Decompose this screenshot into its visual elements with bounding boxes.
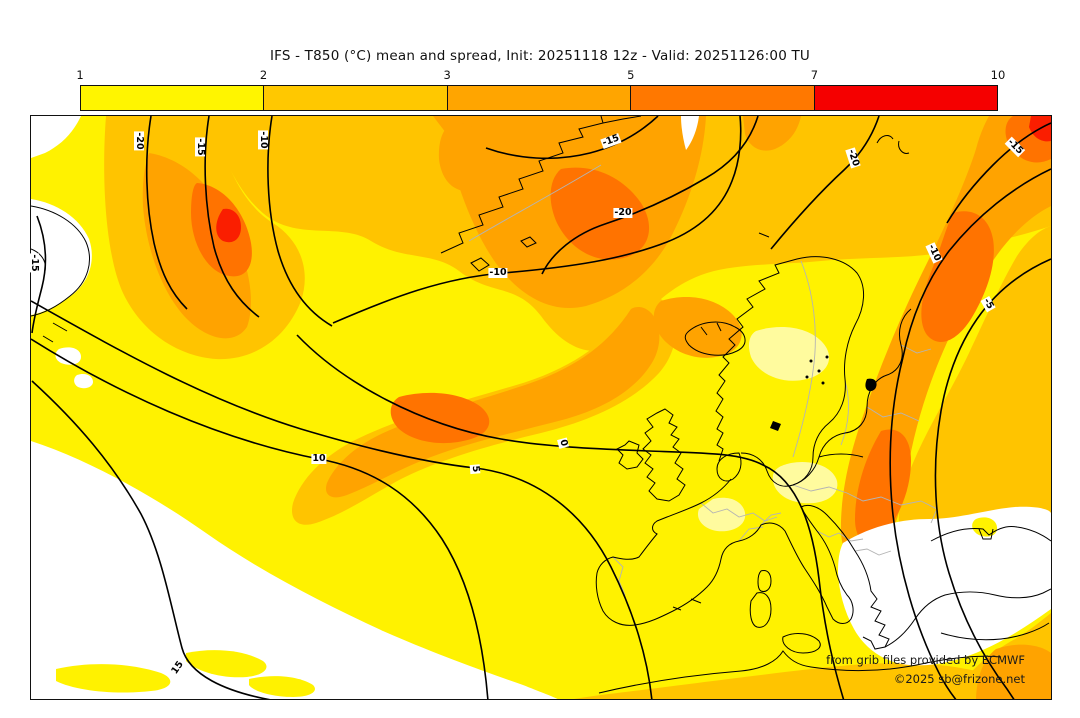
colorbar-tick-3: 3 bbox=[443, 68, 451, 82]
page-title: IFS - T850 (°C) mean and spread, Init: 2… bbox=[269, 48, 811, 64]
contour-label: -20 bbox=[613, 207, 633, 218]
colorbar-segment-1-2 bbox=[81, 86, 265, 110]
balearics bbox=[672, 598, 702, 611]
map-canvas bbox=[31, 116, 1051, 699]
finland-baltic bbox=[792, 308, 912, 486]
colorbar-tick-2: 2 bbox=[259, 68, 268, 82]
contour-label: -15 bbox=[195, 137, 206, 157]
norway-coast bbox=[715, 256, 864, 487]
aegean-turkey-coast bbox=[884, 588, 1051, 648]
colorbar-segment-3-5 bbox=[447, 86, 632, 110]
contour-label: 10 bbox=[311, 453, 327, 464]
contour-label: -10 bbox=[488, 267, 508, 278]
contour-label: -15 bbox=[29, 253, 40, 273]
mean-temp-contours bbox=[31, 116, 1051, 699]
britain-coast bbox=[642, 408, 686, 502]
attribution-copyright: ©2025 sb@frizone.net bbox=[893, 672, 1025, 687]
greenland-coast bbox=[440, 116, 642, 254]
turkey-south-coast bbox=[940, 622, 1050, 641]
iceland-coast bbox=[684, 321, 746, 356]
spread-1-2-islands bbox=[56, 517, 998, 697]
attribution-source: from grib files provided by ECMWF bbox=[826, 653, 1025, 668]
colorbar-tick-1: 1 bbox=[76, 68, 84, 82]
attribution: from grib files provided by ECMWF ©2025 … bbox=[826, 651, 1025, 689]
sardinia bbox=[749, 592, 772, 628]
country-borders bbox=[468, 164, 938, 596]
spread-pale-regions bbox=[697, 327, 838, 532]
africa-coast bbox=[598, 650, 1002, 694]
contour-label: -20 bbox=[134, 131, 145, 151]
map-area: -20 -15 -10 -15 -15 -20 -20 -15 -10 -5 -10 0 5 10 15 f… bbox=[29, 115, 1052, 700]
contour-label: -10 bbox=[258, 130, 269, 150]
colorbar-segment-7-10 bbox=[814, 86, 998, 110]
black-sea-north-coast bbox=[930, 526, 1051, 542]
corsica bbox=[757, 570, 772, 592]
lakes bbox=[770, 355, 877, 431]
svalbard bbox=[876, 135, 910, 154]
colorbar-tick-7: 7 bbox=[810, 68, 819, 82]
colorbar-tick-5: 5 bbox=[627, 68, 635, 82]
contour-label: 5 bbox=[469, 464, 482, 474]
sicily bbox=[782, 633, 821, 654]
colorbar-segment-2-3 bbox=[264, 86, 448, 110]
spread-colorbar bbox=[80, 85, 998, 111]
canada-coast bbox=[31, 205, 90, 317]
colorbar-tick-labels: 1 2 3 5 7 10 bbox=[76, 68, 1005, 82]
jan-mayen bbox=[758, 232, 770, 238]
colorbar-segment-5-7 bbox=[631, 86, 815, 110]
colorbar-tick-10: 10 bbox=[990, 68, 1006, 82]
denmark bbox=[716, 452, 742, 482]
